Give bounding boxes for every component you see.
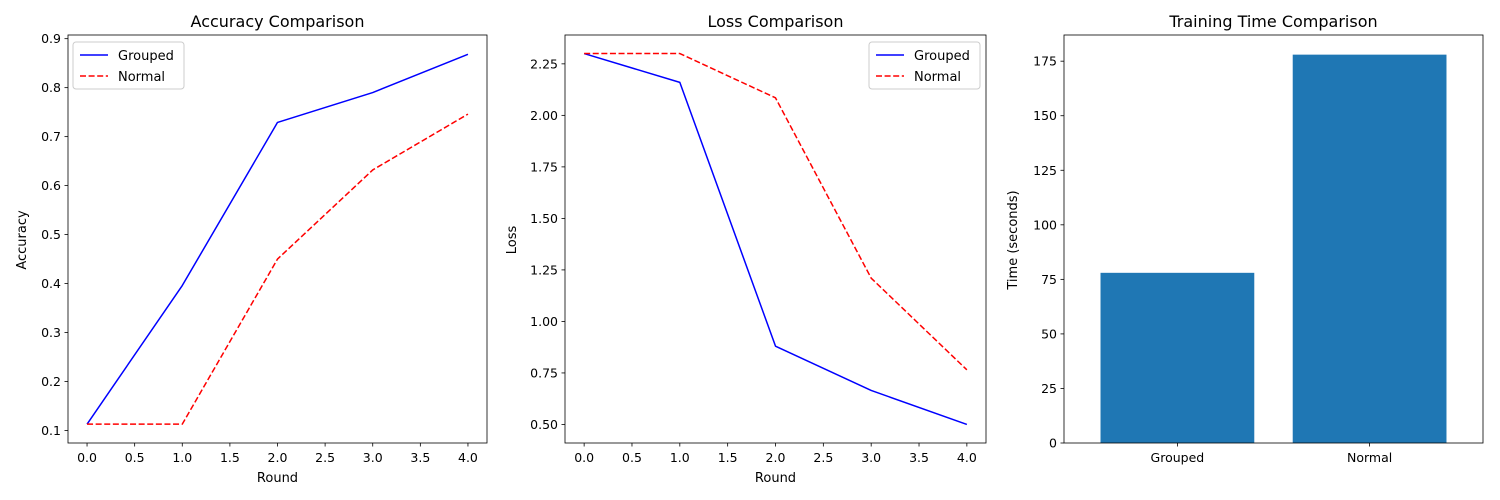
x-tick-label: Grouped <box>1151 450 1205 465</box>
y-tick-label: 0.5 <box>41 227 61 242</box>
series-line-grouped <box>86 53 469 425</box>
bar-grouped <box>1100 272 1255 443</box>
x-tick-label: 4.0 <box>957 450 977 465</box>
y-tick-label: 25 <box>1041 381 1057 396</box>
y-tick-label: 0.3 <box>41 325 61 340</box>
y-tick-label: 2.25 <box>530 56 558 71</box>
x-tick-label: 4.0 <box>458 450 478 465</box>
chart-title: Loss Comparison <box>708 12 844 31</box>
loss-chart: Loss Comparison Round Loss Grouped Norma… <box>505 12 987 486</box>
y-tick-label: 50 <box>1041 326 1057 341</box>
x-tick-label: 1.5 <box>220 450 240 465</box>
x-tick-label: 3.0 <box>363 450 383 465</box>
x-tick-label: 0.0 <box>574 450 594 465</box>
y-tick-label: 1.00 <box>530 314 558 329</box>
y-tick-label: 1.50 <box>530 211 558 226</box>
y-tick-label: 100 <box>1033 217 1057 232</box>
x-tick-label: 0.5 <box>622 450 642 465</box>
x-tick-label: Normal <box>1347 450 1392 465</box>
series-line-normal <box>87 113 469 425</box>
y-tick-label: 0.7 <box>41 129 61 144</box>
x-axis-label: Round <box>257 471 298 486</box>
legend-box <box>868 41 981 90</box>
bar-normal <box>1292 54 1447 443</box>
x-tick-label: 2.0 <box>268 450 288 465</box>
x-tick-label: 2.0 <box>766 450 786 465</box>
training-time-chart: Training Time Comparison Time (seconds) … <box>1006 12 1484 465</box>
x-tick-label: 2.5 <box>315 450 335 465</box>
legend-label-normal: Normal <box>118 70 165 85</box>
series-line-normal <box>584 52 968 371</box>
y-tick-label: 0.50 <box>530 417 558 432</box>
legend-box <box>72 41 185 90</box>
y-tick-label: 75 <box>1041 272 1057 287</box>
legend-label-normal: Normal <box>914 70 961 85</box>
x-tick-label: 3.5 <box>410 450 430 465</box>
x-tick-label: 0.5 <box>125 450 145 465</box>
y-tick-label: 150 <box>1033 108 1057 123</box>
y-tick-label: 0.75 <box>530 365 558 380</box>
y-axis-label: Loss <box>505 226 520 255</box>
y-tick-label: 1.75 <box>530 159 558 174</box>
x-tick-label: 1.5 <box>718 450 738 465</box>
accuracy-chart: Accuracy Comparison Round Accuracy Group… <box>15 12 488 486</box>
legend-label-grouped: Grouped <box>914 49 970 64</box>
chart-title: Training Time Comparison <box>1168 12 1377 31</box>
y-tick-label: 0.8 <box>41 80 61 95</box>
y-tick-label: 175 <box>1033 54 1057 69</box>
x-tick-label: 0.0 <box>77 450 97 465</box>
y-axis-label: Time (seconds) <box>1006 190 1021 290</box>
y-tick-label: 0.1 <box>41 423 61 438</box>
y-tick-label: 0.6 <box>41 178 61 193</box>
plot-area-frame <box>1063 34 1484 444</box>
series-line-grouped <box>583 52 968 426</box>
y-tick-label: 125 <box>1033 163 1057 178</box>
y-axis-label: Accuracy <box>15 210 30 270</box>
x-tick-label: 1.0 <box>172 450 192 465</box>
y-tick-label: 0.4 <box>41 276 61 291</box>
y-tick-label: 0.2 <box>41 374 61 389</box>
y-tick-label: 1.25 <box>530 262 558 277</box>
x-tick-label: 3.5 <box>909 450 929 465</box>
x-tick-label: 3.0 <box>861 450 881 465</box>
y-tick-label: 0.9 <box>41 31 61 46</box>
y-tick-label: 0 <box>1049 436 1057 451</box>
x-axis-label: Round <box>755 471 796 486</box>
x-tick-label: 1.0 <box>670 450 690 465</box>
chart-title: Accuracy Comparison <box>191 12 365 31</box>
x-tick-label: 2.5 <box>813 450 833 465</box>
y-tick-label: 2.00 <box>530 108 558 123</box>
legend-label-grouped: Grouped <box>118 49 174 64</box>
